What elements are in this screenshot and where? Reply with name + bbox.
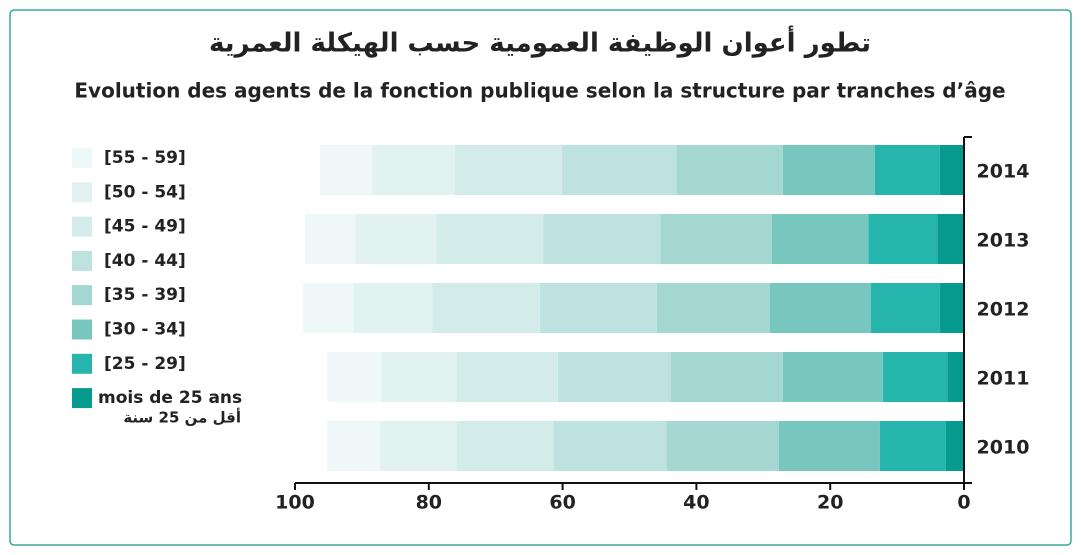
x-tick-label: 60: [549, 492, 575, 514]
bar-segment: [432, 283, 540, 333]
bar-segment: [355, 214, 437, 264]
bar-segment: [456, 352, 558, 402]
bar-segment: [436, 214, 544, 264]
legend-swatch: [72, 148, 92, 168]
legend-swatch: [72, 216, 92, 237]
bar-segment: [553, 421, 667, 471]
x-tick-label: 20: [817, 492, 843, 514]
bar-segment: [778, 421, 880, 471]
frame: [9, 9, 1072, 546]
x-tick-label: 80: [416, 492, 442, 514]
bar-segment: [539, 283, 657, 333]
bar-segment: [371, 145, 455, 195]
legend-swatch: [72, 285, 92, 306]
x-tick-label: 40: [683, 492, 709, 514]
bar-segment: [676, 145, 783, 195]
x-tick-label: 100: [275, 492, 315, 514]
x-tick-label: 0: [957, 492, 970, 514]
bar-segment: [939, 145, 964, 195]
bar-segment: [782, 352, 884, 402]
bar-segment: [782, 145, 876, 195]
legend-swatch: [72, 182, 92, 203]
y-tick-label: 2014: [977, 161, 1030, 183]
y-tick-label: 2012: [977, 299, 1030, 321]
bar-segment: [303, 283, 354, 333]
bar-segment: [543, 214, 661, 264]
bar-segment: [868, 214, 938, 264]
bar-segment: [660, 214, 772, 264]
legend-swatch: [72, 353, 92, 374]
y-tick-label: 2010: [977, 437, 1030, 459]
bar-segment: [327, 352, 382, 402]
bar-segment: [381, 352, 457, 402]
bar-segment: [871, 283, 940, 333]
bar-segment: [319, 145, 372, 195]
bar-segment: [771, 214, 869, 264]
bar-segment: [353, 283, 433, 333]
legend-label: [50 - 54]: [104, 182, 186, 202]
bar-segment: [769, 283, 872, 333]
y-tick-label: 2011: [977, 368, 1030, 390]
bar-segment: [947, 352, 964, 402]
bar-segment: [937, 214, 964, 264]
legend-swatch: [72, 250, 92, 271]
legend-label: [40 - 44]: [104, 251, 186, 271]
legend-label: [30 - 34]: [104, 320, 186, 340]
bar-segment: [883, 352, 948, 402]
bar-segment: [305, 214, 356, 264]
legend-label: [25 - 29]: [104, 354, 186, 374]
bar-segment: [557, 352, 671, 402]
chart-subtitle: Evolution des agents de la fonction publ…: [74, 79, 1005, 103]
bar-segment: [379, 421, 457, 471]
chart-title: تطور أعوان الوظيفة العمومية حسب الهيكلة …: [209, 26, 871, 59]
legend-label: [55 - 59]: [104, 148, 186, 168]
bar-segment: [670, 352, 783, 402]
bar-segment: [656, 283, 770, 333]
bar-segment: [939, 283, 964, 333]
legend-label: mois de 25 ans: [98, 388, 242, 408]
bar-segment: [945, 421, 964, 471]
bar-segment: [879, 421, 946, 471]
bar-segment: [456, 421, 554, 471]
legend-label: [45 - 49]: [104, 217, 186, 237]
legend-label-ar: أقل من 25 سنة: [123, 408, 241, 427]
legend-label: [35 - 39]: [104, 285, 186, 305]
legend-swatch: [72, 388, 92, 409]
bar-segment: [666, 421, 779, 471]
bar-segment: [454, 145, 562, 195]
legend-swatch: [72, 319, 92, 340]
bar-segment: [561, 145, 677, 195]
y-tick-label: 2013: [977, 230, 1030, 252]
bar-segment: [875, 145, 940, 195]
bar-segment: [327, 421, 380, 471]
